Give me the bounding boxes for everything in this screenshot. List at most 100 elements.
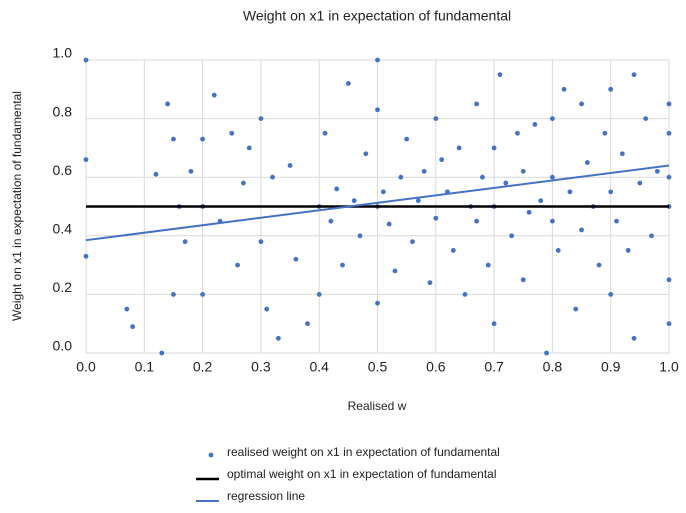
scatter-point: [520, 277, 526, 283]
scatter-point: [200, 292, 206, 297]
scatter-point: [188, 168, 194, 174]
scatter-point: [579, 227, 584, 233]
line-series: [85, 164, 670, 242]
scatter-point: [608, 189, 614, 195]
scatter-point: [159, 350, 165, 356]
scatter-point: [275, 335, 281, 341]
scatter-point: [666, 321, 672, 327]
scatter-point: [456, 145, 462, 151]
scatter-point: [229, 130, 235, 136]
scatter-point: [386, 221, 392, 227]
legend-marker: [208, 452, 214, 458]
scatter-point: [316, 292, 322, 297]
scatter-point: [404, 136, 410, 142]
scatter-point: [264, 306, 270, 312]
scatter-point: [392, 268, 398, 274]
scatter-point: [491, 321, 497, 327]
y-tick-label: 0.8: [53, 103, 73, 119]
scatter-point: [625, 248, 631, 253]
scatter-point: [375, 107, 380, 113]
scatter-point: [515, 130, 520, 136]
scatter-point: [666, 101, 672, 107]
scatter-point: [427, 280, 433, 286]
y-axis-label: Weight on x1 in expectation of fundament…: [10, 91, 24, 321]
scatter-point: [666, 277, 672, 283]
x-tick-label: 0.8: [543, 359, 563, 375]
y-tick-label: 0.4: [53, 221, 73, 237]
scatter-point: [631, 72, 637, 78]
scatter-point: [375, 57, 380, 63]
scatter-point: [666, 174, 672, 180]
scatter-point: [474, 218, 480, 224]
scatter-point: [258, 116, 264, 121]
scatter-point: [480, 174, 485, 180]
scatter-point: [520, 168, 526, 174]
scatter-point: [357, 233, 363, 239]
scatter-point: [433, 116, 439, 121]
scatter-point: [334, 186, 340, 192]
scatter-point: [485, 262, 491, 268]
scatter-point: [246, 145, 252, 151]
x-tick-label: 0.1: [135, 359, 155, 375]
scatter-point: [608, 292, 614, 297]
scatter-point: [421, 168, 427, 174]
scatter-point: [666, 130, 672, 136]
scatter-point: [270, 174, 275, 180]
y-tick-label: 0.2: [53, 279, 73, 295]
scatter-point: [83, 57, 89, 63]
scatter-point: [532, 122, 538, 127]
scatter-point: [550, 218, 555, 224]
scatter-point: [322, 130, 328, 136]
y-tick-label: 1.0: [53, 45, 73, 61]
scatter-point: [398, 174, 404, 180]
scatter-point: [235, 262, 240, 268]
scatter-point: [450, 248, 456, 253]
scatter-point: [619, 151, 625, 157]
scatter-point: [410, 239, 415, 245]
scatter-point: [555, 248, 561, 253]
scatter-point: [608, 86, 614, 92]
scatter-point: [340, 262, 345, 268]
x-tick-label: 0.4: [309, 359, 329, 375]
x-tick-label: 1.0: [659, 359, 679, 375]
scatter-point: [165, 101, 171, 107]
scatter-point: [83, 157, 89, 163]
scatter-point: [573, 306, 579, 312]
scatter-point: [258, 239, 264, 245]
scatter-point: [631, 335, 637, 341]
x-tick-label: 0.3: [251, 359, 271, 375]
scatter-point: [491, 145, 497, 151]
scatter-point: [363, 151, 369, 157]
scatter-point: [433, 215, 439, 221]
x-axis-label: Realised w: [348, 399, 407, 413]
legend-label: optimal weight on x1 in expectation of f…: [227, 467, 497, 481]
x-tick-label: 0.6: [426, 359, 446, 375]
scatter-point: [526, 209, 532, 215]
scatter-point: [345, 81, 351, 86]
x-tick-label: 0.7: [484, 359, 504, 375]
scatter-point: [462, 292, 468, 297]
scatter-point: [182, 239, 188, 245]
x-tick-label: 0.5: [368, 359, 388, 375]
scatter-point: [584, 160, 590, 165]
scatter-point: [596, 262, 602, 268]
y-tick-label: 0.6: [53, 162, 73, 178]
scatter-point: [614, 218, 619, 224]
scatter-point: [380, 189, 386, 195]
scatter-point: [602, 130, 608, 136]
scatter-point: [654, 168, 660, 174]
scatter-point: [643, 116, 649, 121]
scatter-point: [579, 101, 584, 107]
y-tick-label: 0.0: [53, 338, 73, 354]
scatter-point: [305, 321, 310, 327]
scatter-point: [83, 253, 89, 259]
scatter-point: [375, 300, 380, 306]
scatter-point: [439, 157, 445, 163]
scatter-point: [561, 86, 567, 92]
scatter-point: [287, 163, 293, 168]
scatter-point: [544, 350, 549, 356]
scatter-point: [328, 218, 334, 224]
scatter-point: [124, 306, 130, 312]
scatter-point: [649, 233, 654, 239]
